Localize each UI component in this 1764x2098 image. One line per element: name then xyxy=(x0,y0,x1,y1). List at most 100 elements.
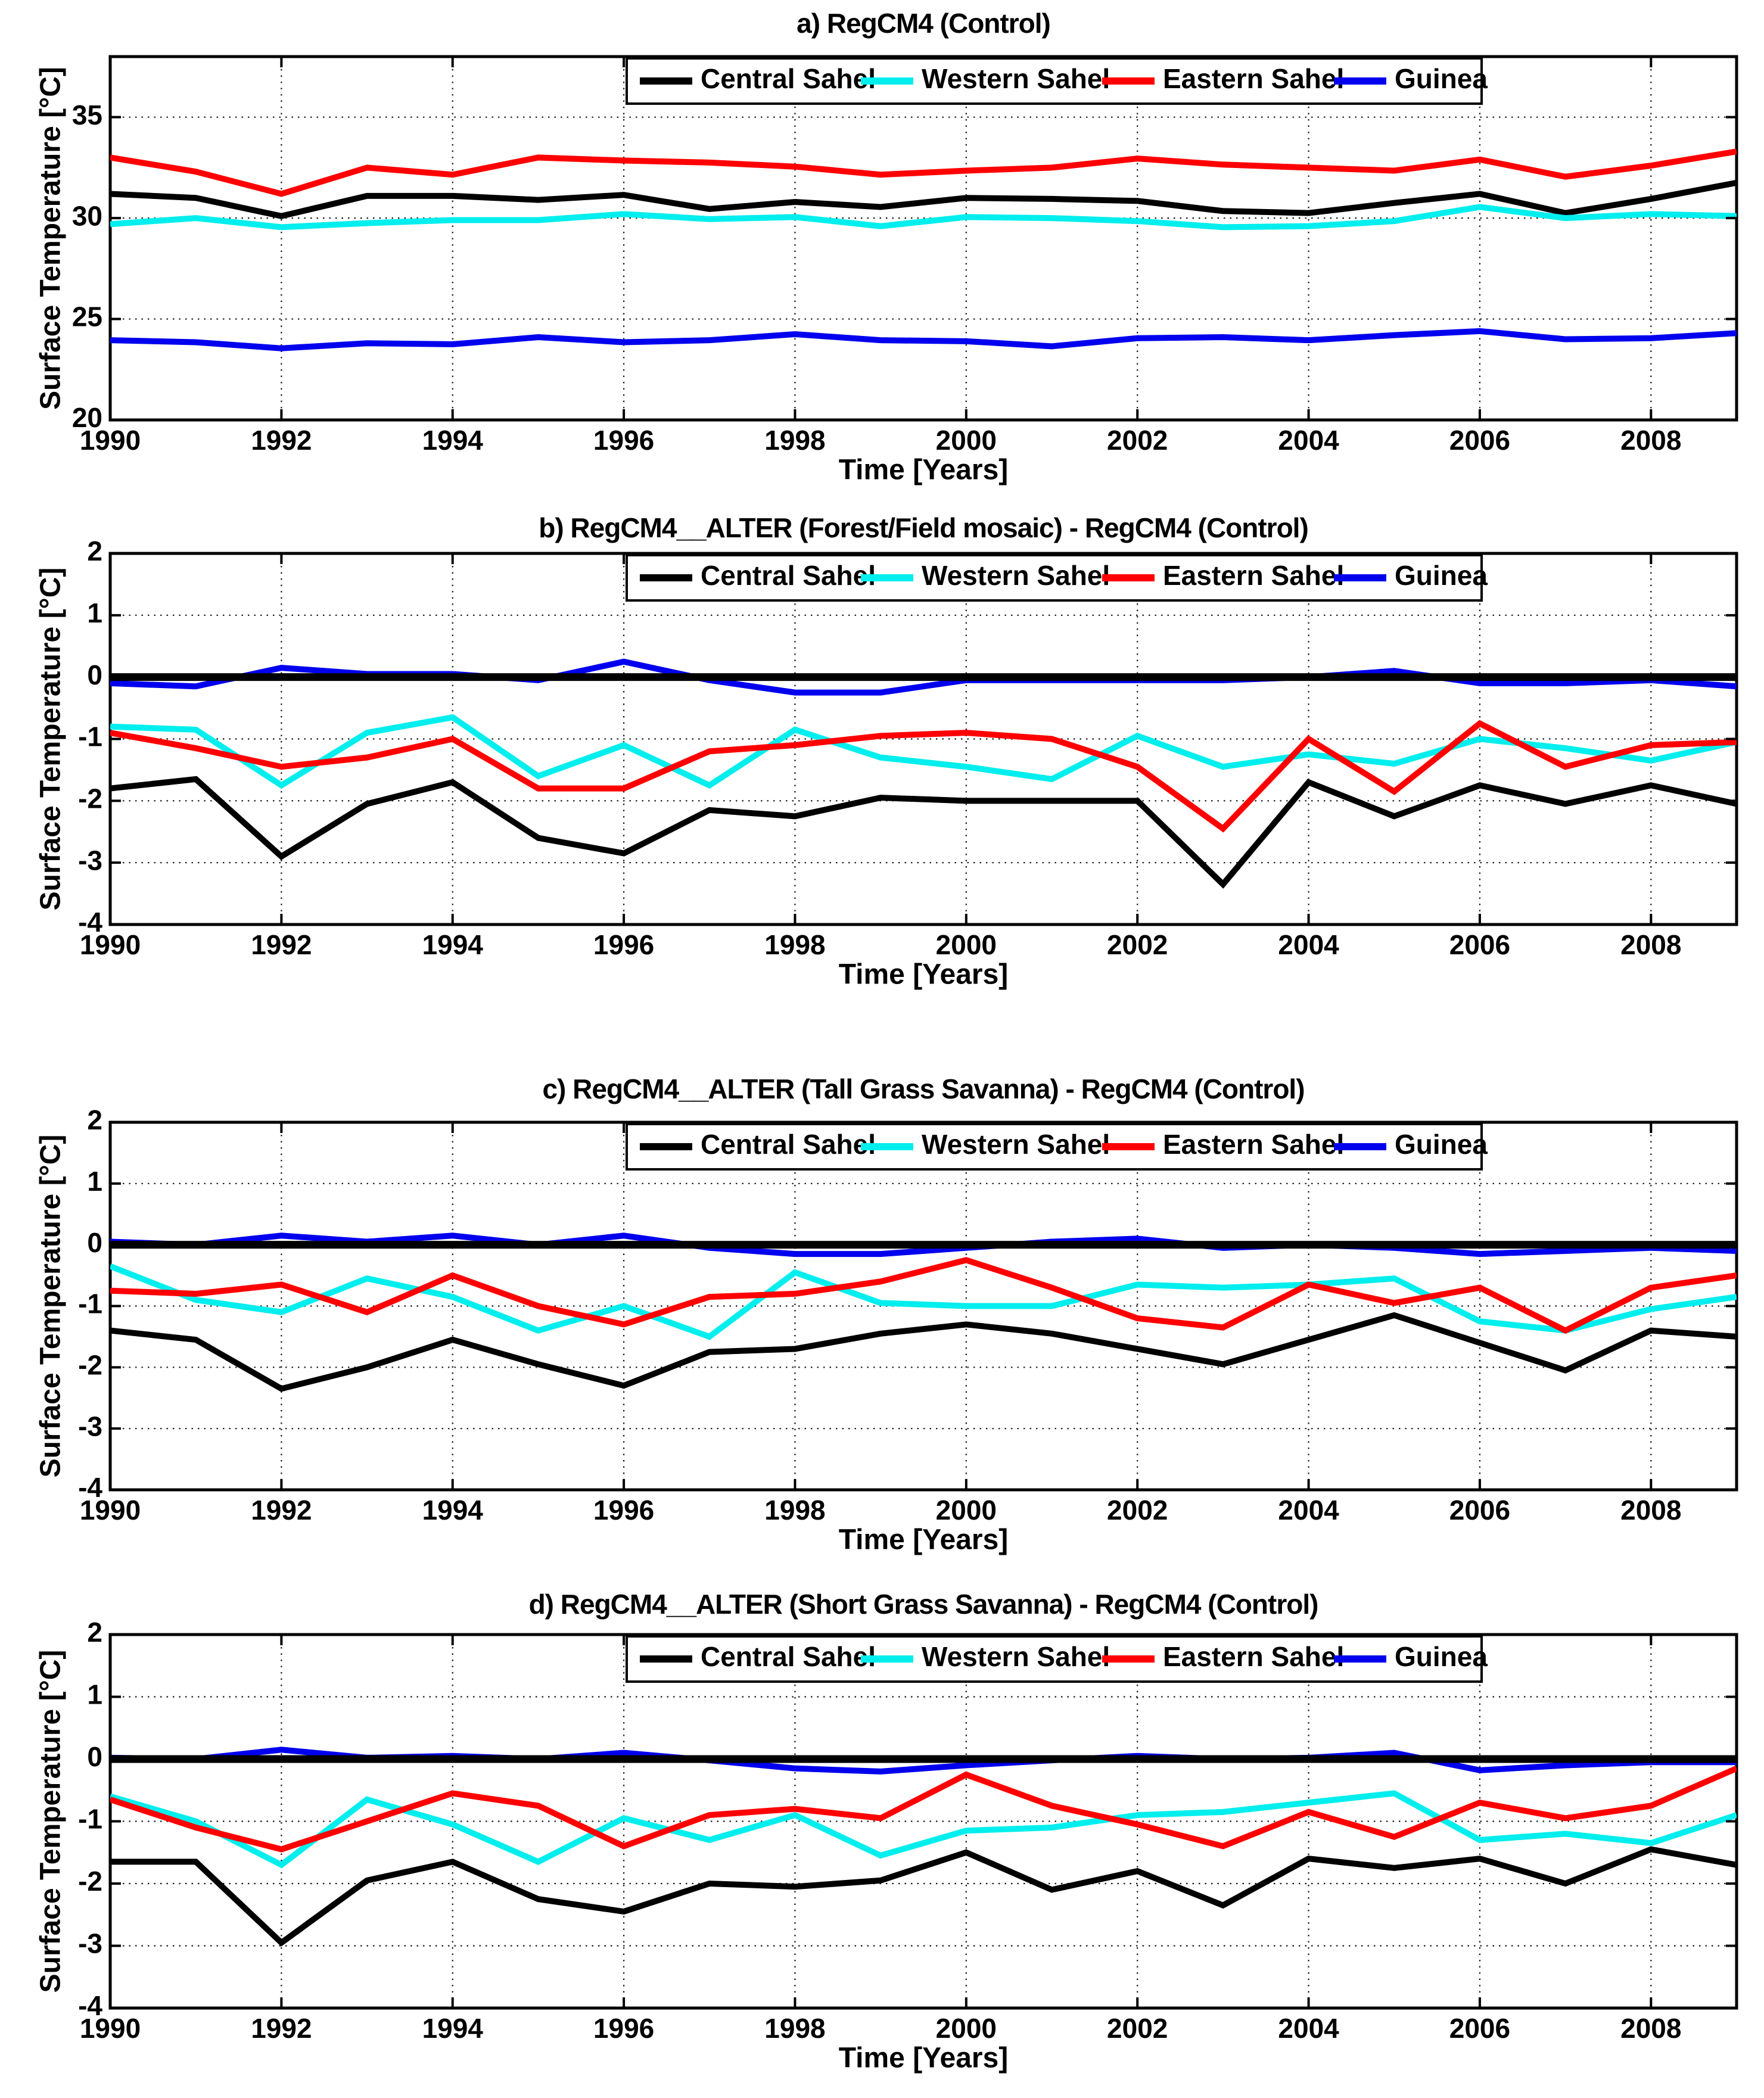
y-tick-label: 20 xyxy=(72,402,102,433)
x-tick-label: 2000 xyxy=(936,1495,997,1526)
y-tick-label: -4 xyxy=(78,1472,102,1503)
panel-b: 1990 1992 1994 1996 1998 2000 2002 2004 2006 2008… xyxy=(35,512,1738,991)
x-tick-label: 2002 xyxy=(1107,929,1168,960)
x-tick-label: 2004 xyxy=(1278,929,1339,960)
panel-d: 1990 1992 1994 1996 1998 2000 2002 2004 2006 2008… xyxy=(35,1589,1738,2074)
x-axis-label: Time [Years] xyxy=(839,1524,1009,1556)
axis-ticks xyxy=(109,1633,1737,2009)
y-tick-label: -2 xyxy=(78,783,102,814)
legend-label: Guinea xyxy=(1395,1129,1488,1160)
y-tick-label: 0 xyxy=(87,1741,102,1772)
x-tick-label: 1998 xyxy=(764,425,825,456)
x-tick-label: 2002 xyxy=(1107,1495,1168,1526)
y-tick-label: 35 xyxy=(72,99,102,130)
series-line-central-sahel xyxy=(110,179,1737,219)
x-tick-label: 1992 xyxy=(251,2013,312,2044)
y-tick-label: 1 xyxy=(87,597,102,628)
y-tick-label: -2 xyxy=(78,1349,102,1380)
legend-label: Western Sahel xyxy=(922,1129,1110,1160)
y-tick-label: 0 xyxy=(87,1227,102,1258)
y-tick-label: 25 xyxy=(72,301,102,332)
series-line-central-sahel xyxy=(110,776,1737,889)
y-tick-label: -3 xyxy=(78,1411,102,1442)
x-tick-label: 2000 xyxy=(936,2013,997,2044)
series-line-eastern-sahel xyxy=(110,1257,1737,1334)
legend-label: Central Sahel xyxy=(701,63,876,94)
y-axis-label: Surface Temperature [°C] xyxy=(35,67,67,410)
legend-label: Western Sahel xyxy=(922,1641,1110,1672)
series-line-eastern-sahel xyxy=(110,720,1737,833)
x-tick-label: 1994 xyxy=(422,2013,484,2044)
legend-label: Central Sahel xyxy=(701,560,876,591)
legend-label: Eastern Sahel xyxy=(1163,1129,1344,1160)
y-axis-label: Surface Temperature [°C] xyxy=(35,1135,67,1478)
gridlines xyxy=(109,1633,1737,2009)
series-line-western-sahel xyxy=(110,204,1737,231)
x-tick-label: 2006 xyxy=(1449,929,1510,960)
x-tick-label: 1996 xyxy=(593,929,654,960)
legend-label: Central Sahel xyxy=(701,1641,876,1672)
x-axis-label: Time [Years] xyxy=(839,2043,1009,2074)
x-tick-label: 2000 xyxy=(936,425,997,456)
x-tick-label: 1992 xyxy=(251,425,312,456)
x-tick-label: 2008 xyxy=(1620,2013,1681,2044)
series-line-central-sahel xyxy=(110,1312,1737,1392)
series-line-central-sahel xyxy=(110,1846,1737,1947)
x-tick-label: 2002 xyxy=(1107,425,1168,456)
x-tick-label: 2006 xyxy=(1449,425,1510,456)
gridlines xyxy=(109,57,1737,421)
axis-ticks xyxy=(109,57,1737,421)
y-tick-label: -4 xyxy=(78,1990,102,2021)
x-tick-label: 1994 xyxy=(422,425,484,456)
x-tick-label: 2004 xyxy=(1278,2013,1339,2044)
legend-label: Central Sahel xyxy=(701,1129,876,1160)
y-tick-label: -3 xyxy=(78,1928,102,1959)
panel-d-title: d) RegCM4__ALTER (Short Grass Savanna) -… xyxy=(529,1589,1318,1620)
x-tick-label: 2004 xyxy=(1278,1495,1339,1526)
legend: Central Sahel Western Sahel Eastern Sahel G… xyxy=(626,554,1488,602)
series-line-western-sahel xyxy=(110,1263,1737,1340)
panel-b-title: b) RegCM4__ALTER (Forest/Field mosaic) -… xyxy=(539,512,1308,543)
x-axis-label: Time [Years] xyxy=(839,959,1009,991)
panel-a: 1990 1992 1994 1996 1998 2000 2002 2004 2006 2008… xyxy=(35,8,1738,486)
y-tick-label: 1 xyxy=(87,1166,102,1197)
legend-label: Western Sahel xyxy=(922,560,1110,591)
panel-c: 1990 1992 1994 1996 1998 2000 2002 2004 2006 2008… xyxy=(35,1073,1738,1556)
legend: Central Sahel Western Sahel Eastern Sahel G… xyxy=(626,57,1488,105)
series-line-guinea xyxy=(110,328,1737,351)
x-tick-label: 1990 xyxy=(80,425,141,456)
y-tick-label: 2 xyxy=(87,1104,102,1135)
x-tick-label: 1998 xyxy=(764,929,825,960)
panel-c-title: c) RegCM4__ALTER (Tall Grass Savanna) - … xyxy=(542,1073,1304,1104)
x-tick-label: 2000 xyxy=(936,929,997,960)
series-line-eastern-sahel xyxy=(110,1766,1737,1853)
y-tick-label: 2 xyxy=(87,536,102,566)
y-tick-label: 0 xyxy=(87,659,102,690)
x-tick-label: 1990 xyxy=(80,2013,141,2044)
x-tick-label: 2002 xyxy=(1107,2013,1168,2044)
x-tick-label: 1998 xyxy=(764,2013,825,2044)
y-axis-label: Surface Temperature [°C] xyxy=(35,1650,67,1993)
plot-frame xyxy=(108,55,1738,422)
x-tick-label: 1990 xyxy=(80,1495,141,1526)
y-tick-label: -1 xyxy=(78,1288,102,1319)
legend-label: Guinea xyxy=(1395,560,1488,591)
y-tick-label: -4 xyxy=(78,907,102,938)
x-tick-label: 1994 xyxy=(422,1495,484,1526)
legend-label: Guinea xyxy=(1395,63,1488,94)
legend-label: Western Sahel xyxy=(922,63,1110,94)
series-line-guinea xyxy=(110,1232,1737,1257)
x-tick-label: 1998 xyxy=(764,1495,825,1526)
x-tick-label: 2004 xyxy=(1278,425,1339,456)
x-tick-label: 1996 xyxy=(593,2013,654,2044)
legend: Central Sahel Western Sahel Eastern Sahel G… xyxy=(626,1123,1488,1171)
y-tick-label: 30 xyxy=(72,200,102,231)
legend-label: Eastern Sahel xyxy=(1163,560,1344,591)
x-tick-label: 1996 xyxy=(593,425,654,456)
series-line-eastern-sahel xyxy=(110,148,1737,197)
x-axis-label: Time [Years] xyxy=(839,455,1009,486)
legend-label: Eastern Sahel xyxy=(1163,63,1344,94)
panel-a-title: a) RegCM4 (Control) xyxy=(797,8,1050,39)
y-tick-label: 2 xyxy=(87,1617,102,1648)
